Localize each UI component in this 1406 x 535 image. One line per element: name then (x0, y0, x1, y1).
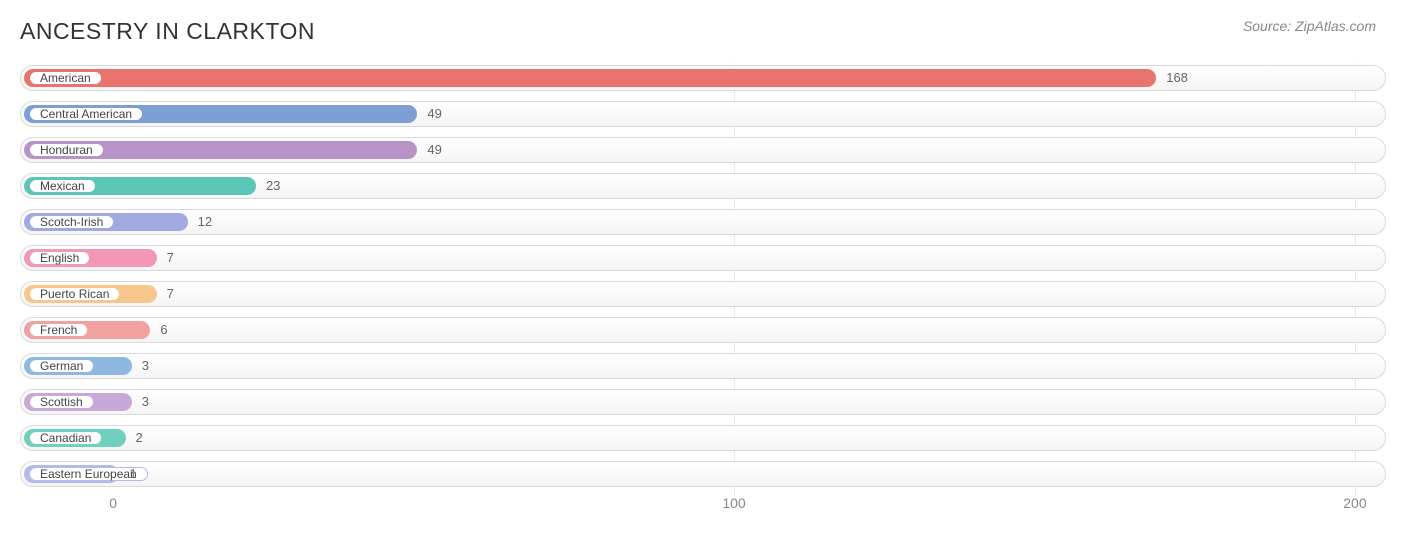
bar-track (20, 461, 1386, 487)
source-label: Source: ZipAtlas.com (1243, 18, 1376, 34)
value-label: 168 (1166, 70, 1188, 85)
bar-row: English 7 (20, 243, 1386, 273)
category-pill: French (29, 323, 88, 337)
bar-row: Puerto Rican 7 (20, 279, 1386, 309)
header: ANCESTRY IN CLARKTON Source: ZipAtlas.co… (20, 18, 1386, 45)
x-tick-label: 200 (1343, 495, 1366, 511)
bar-track (20, 389, 1386, 415)
category-pill: Scottish (29, 395, 94, 409)
x-tick-label: 100 (722, 495, 745, 511)
bar-track (20, 425, 1386, 451)
category-pill: Mexican (29, 179, 96, 193)
category-pill: Honduran (29, 143, 104, 157)
bar-row: Central American 49 (20, 99, 1386, 129)
bar-row: Scotch-Irish 12 (20, 207, 1386, 237)
x-axis: 0 100 200 (20, 495, 1386, 525)
category-pill: Scotch-Irish (29, 215, 114, 229)
bar-row: Honduran 49 (20, 135, 1386, 165)
category-pill: Canadian (29, 431, 102, 445)
value-label: 23 (266, 178, 280, 193)
chart-container: ANCESTRY IN CLARKTON Source: ZipAtlas.co… (0, 0, 1406, 535)
bar-track (20, 209, 1386, 235)
value-label: 7 (167, 250, 174, 265)
bar-row: Scottish 3 (20, 387, 1386, 417)
bar-row: German 3 (20, 351, 1386, 381)
value-label: 7 (167, 286, 174, 301)
bar-row: Eastern European1 (20, 459, 1386, 489)
value-label: 49 (427, 142, 441, 157)
bar-track (20, 317, 1386, 343)
bar-track (20, 245, 1386, 271)
bar-track (20, 281, 1386, 307)
value-label: 3 (142, 358, 149, 373)
value-label: 2 (136, 430, 143, 445)
value-label: 6 (160, 322, 167, 337)
category-pill: English (29, 251, 90, 265)
category-pill: Puerto Rican (29, 287, 120, 301)
bar-row: Canadian 2 (20, 423, 1386, 453)
value-label: 1 (129, 466, 136, 481)
category-pill: Central American (29, 107, 143, 121)
category-pill: American (29, 71, 102, 85)
bar-row: French 6 (20, 315, 1386, 345)
bar-fill (24, 69, 1156, 87)
value-label: 3 (142, 394, 149, 409)
x-tick-label: 0 (109, 495, 117, 511)
value-label: 12 (198, 214, 212, 229)
value-label: 49 (427, 106, 441, 121)
category-pill: German (29, 359, 94, 373)
bar-row: American 168 (20, 63, 1386, 93)
plot-area: American 168 Central American 49 Honduran 49 M… (20, 63, 1386, 489)
bar-track (20, 353, 1386, 379)
bar-row: Mexican 23 (20, 171, 1386, 201)
chart-title: ANCESTRY IN CLARKTON (20, 18, 315, 45)
